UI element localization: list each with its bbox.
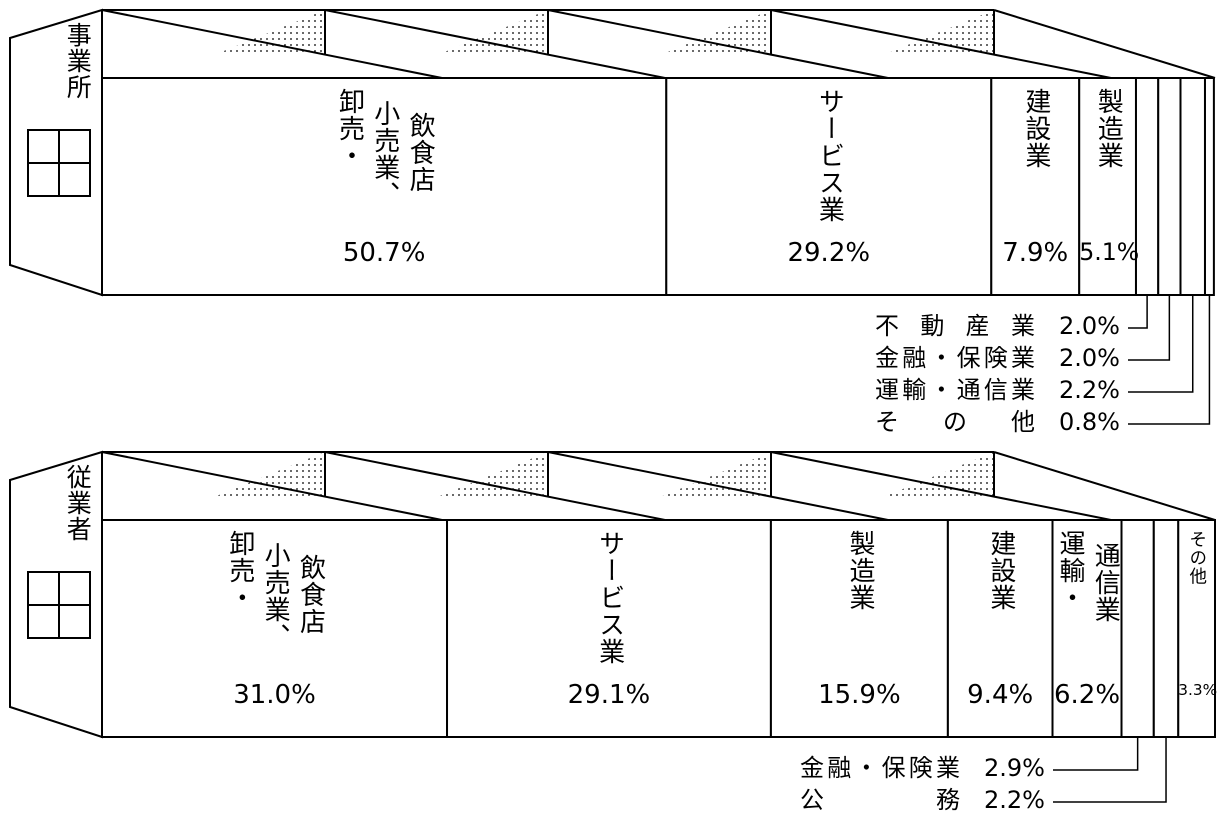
roof-shade <box>215 10 325 55</box>
line <box>993 9 1216 79</box>
line <box>770 451 1112 521</box>
bar-segment <box>1203 77 1215 296</box>
category-label: 建設業 <box>991 88 1079 169</box>
value-label: 50.7% <box>342 238 426 268</box>
callout-name: 金融・保険業 <box>800 754 960 782</box>
line <box>547 451 889 521</box>
value-label: 29.2% <box>787 238 871 268</box>
value-label: 15.9% <box>818 680 901 710</box>
category-name: 通信業 <box>1090 542 1121 623</box>
category-label: 製造業 <box>771 530 948 611</box>
category-label: 運輸・ 通信業 <box>1053 530 1122 623</box>
line <box>101 451 443 521</box>
roof-shade <box>884 452 994 497</box>
callout-value: 2.0% <box>1059 312 1120 340</box>
bar-segment <box>665 77 993 296</box>
value-label: 6.2% <box>1053 680 1121 710</box>
line <box>993 451 1216 521</box>
bar-segment <box>1179 77 1206 296</box>
category-label: サービス業 <box>447 530 771 665</box>
callout-line <box>1128 295 1171 361</box>
bar-segment <box>1152 519 1180 738</box>
line <box>101 9 443 79</box>
category-name: 飲食店 <box>295 554 326 635</box>
callout-line <box>1053 737 1167 803</box>
callout-line <box>1128 295 1194 393</box>
line <box>324 451 666 521</box>
category-name: 卸売・ <box>224 530 255 611</box>
bar-segment <box>1078 77 1137 296</box>
callout-line <box>1128 295 1211 425</box>
category-name: サービス業 <box>594 530 625 665</box>
building-label: 事業所 <box>63 22 93 100</box>
callout-line <box>1053 737 1139 771</box>
callout-name: その他 <box>875 408 1035 436</box>
category-label: 建設業 <box>948 530 1053 611</box>
category-name: 建設業 <box>985 530 1016 611</box>
bar-segment <box>446 519 772 738</box>
callout-value: 0.8% <box>1059 408 1120 436</box>
roof-shade <box>661 10 771 55</box>
category-label: 卸売・ 小売業、 飲食店 <box>102 530 447 650</box>
category-label: サービス業 <box>666 88 991 223</box>
value-label: 7.9% <box>1002 238 1069 268</box>
category-name: 卸売・ <box>334 88 365 169</box>
roof-shade <box>438 452 548 497</box>
category-name: 小売業、 <box>369 100 400 208</box>
category-name: サービス業 <box>814 88 845 223</box>
value-label: 3.3% <box>1178 681 1218 699</box>
category-name: 小売業、 <box>260 542 291 650</box>
value-label: 31.0% <box>233 680 316 710</box>
bar-segment <box>1120 519 1155 738</box>
callout-value: 2.2% <box>1059 376 1120 404</box>
roof-shade <box>884 10 994 55</box>
value-label: 29.1% <box>567 680 651 710</box>
category-name: 飲食店 <box>405 112 436 193</box>
line <box>770 9 1112 79</box>
bar-segment <box>1177 519 1216 738</box>
roof-shade <box>438 10 548 55</box>
building-label: 従業者 <box>63 464 93 542</box>
line <box>547 9 889 79</box>
category-name: その他 <box>1186 530 1207 586</box>
category-name: 運輸・ <box>1055 530 1085 611</box>
callout-name: 金融・保険業 <box>875 344 1035 372</box>
bar-segment <box>1051 519 1123 738</box>
category-label: 製造業 <box>1079 88 1136 169</box>
callout-value: 2.0% <box>1059 344 1120 372</box>
category-name: 製造業 <box>845 530 876 611</box>
value-label: 5.1% <box>1079 238 1140 266</box>
bar-segment <box>1134 77 1160 296</box>
bar-segment <box>101 77 668 296</box>
roof-shade <box>215 452 325 497</box>
line <box>324 9 666 79</box>
callout-line <box>1128 295 1148 329</box>
category-label: その他 <box>1178 530 1215 585</box>
callout-value: 2.2% <box>984 786 1045 814</box>
roof-shade <box>661 452 771 497</box>
bar-segment <box>1157 77 1182 296</box>
callout-name: 運輸・通信業 <box>875 376 1035 404</box>
value-label: 9.4% <box>967 680 1034 710</box>
category-name: 製造業 <box>1093 88 1124 169</box>
bar-segment <box>990 77 1081 296</box>
bar-segment <box>769 519 949 738</box>
callout-value: 2.9% <box>984 754 1045 782</box>
category-name: 建設業 <box>1020 88 1051 169</box>
category-label: 卸売・ 小売業、 飲食店 <box>102 88 666 208</box>
callout-name: 公務 <box>800 786 960 814</box>
callout-name: 不動産業 <box>875 312 1035 340</box>
